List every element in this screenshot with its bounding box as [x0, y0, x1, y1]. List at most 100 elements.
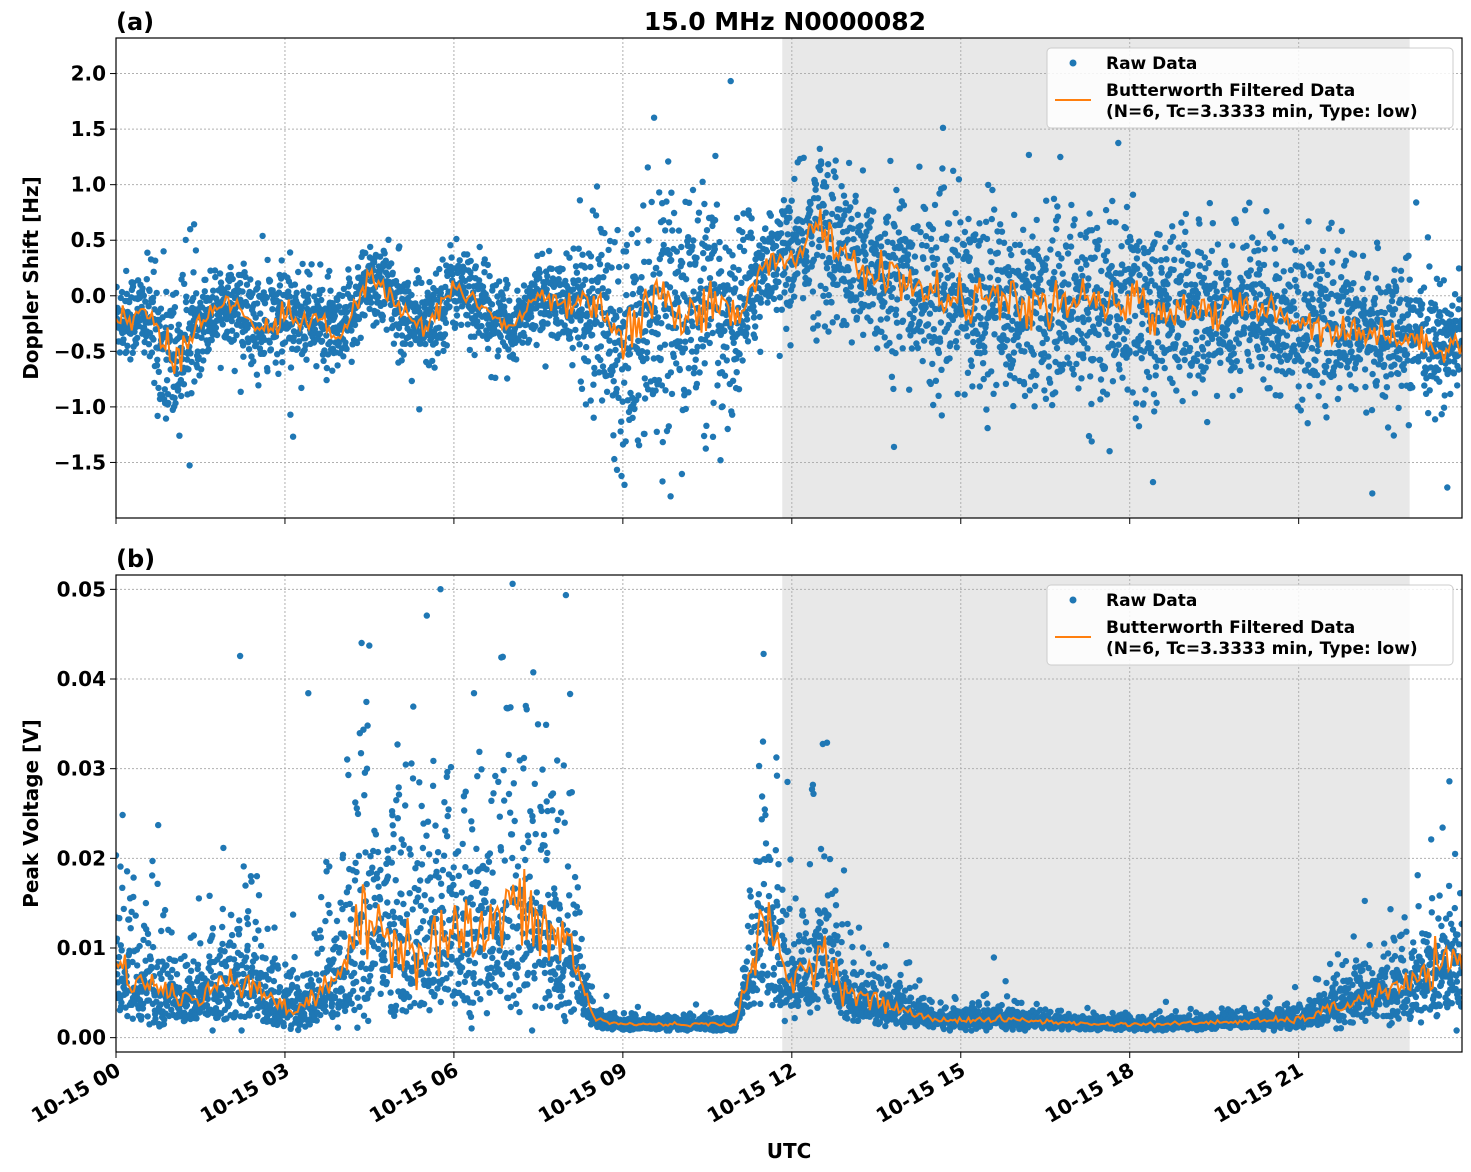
- legend-raw-label: Raw Data: [1106, 54, 1197, 74]
- raw-data-point: [735, 386, 743, 393]
- raw-data-point: [1150, 391, 1158, 398]
- raw-data-point: [850, 307, 858, 315]
- raw-data-point: [167, 323, 175, 331]
- raw-data-point: [155, 368, 162, 375]
- raw-data-point: [505, 346, 512, 353]
- raw-data-point: [699, 178, 706, 185]
- raw-data-point: [1179, 320, 1187, 327]
- raw-data-point: [573, 269, 581, 276]
- raw-data-point: [1088, 438, 1095, 445]
- raw-data-point: [1398, 276, 1405, 283]
- raw-data-point: [645, 258, 653, 265]
- raw-data-point: [853, 296, 860, 303]
- raw-data-point: [1204, 418, 1211, 426]
- raw-data-point: [561, 322, 568, 329]
- raw-data-point: [1163, 256, 1170, 263]
- raw-data-point: [576, 197, 584, 204]
- y-tick-label: −1.0: [54, 395, 106, 419]
- raw-data-point: [1397, 296, 1404, 303]
- raw-data-point: [422, 340, 429, 348]
- raw-data-point: [751, 334, 759, 341]
- raw-data-point: [729, 252, 736, 259]
- raw-data-point: [209, 925, 217, 932]
- raw-data-point: [667, 369, 675, 376]
- raw-data-point: [1395, 370, 1402, 377]
- raw-data-point: [259, 232, 266, 240]
- raw-data-point: [614, 357, 621, 364]
- raw-data-point: [903, 294, 911, 301]
- raw-data-point: [228, 931, 236, 939]
- raw-data-point: [1347, 286, 1355, 293]
- raw-data-point: [1033, 371, 1040, 379]
- raw-data-point: [1071, 216, 1078, 223]
- raw-data-point: [822, 285, 829, 293]
- raw-data-point: [603, 294, 610, 301]
- raw-data-point: [730, 264, 737, 271]
- raw-data-point: [308, 261, 315, 268]
- raw-data-point: [198, 334, 205, 341]
- raw-data-point: [116, 915, 123, 922]
- raw-data-point: [291, 281, 299, 288]
- raw-data-point: [809, 288, 817, 295]
- raw-data-point: [1283, 332, 1291, 339]
- raw-data-point: [1125, 318, 1133, 325]
- raw-data-point: [990, 390, 997, 397]
- raw-data-point: [492, 374, 499, 381]
- raw-data-point: [751, 308, 758, 315]
- raw-data-point: [587, 253, 595, 260]
- raw-data-point: [1425, 409, 1432, 417]
- raw-data-point: [578, 385, 586, 392]
- raw-data-point: [1318, 308, 1326, 315]
- raw-data-point: [1033, 216, 1040, 224]
- raw-data-point: [840, 192, 848, 199]
- raw-data-point: [1364, 270, 1372, 277]
- raw-data-point: [290, 334, 297, 341]
- raw-data-point: [181, 280, 188, 287]
- raw-data-point: [584, 358, 592, 365]
- raw-data-point: [254, 300, 261, 307]
- raw-data-point: [783, 325, 790, 332]
- raw-data-point: [383, 326, 390, 333]
- raw-data-point: [497, 333, 504, 340]
- raw-data-point: [830, 275, 837, 282]
- raw-data-point: [655, 377, 663, 384]
- raw-data-point: [1193, 300, 1200, 307]
- raw-data-point: [1149, 478, 1157, 486]
- raw-data-point: [884, 213, 892, 220]
- raw-data-point: [919, 357, 926, 365]
- raw-data-point: [195, 353, 202, 361]
- raw-data-point: [1157, 257, 1165, 264]
- raw-data-point: [236, 917, 243, 924]
- raw-data-point: [1075, 385, 1082, 392]
- raw-data-point: [622, 438, 629, 445]
- raw-data-point: [1132, 415, 1139, 422]
- data-layer: [116, 77, 1462, 500]
- raw-data-point: [631, 405, 638, 413]
- raw-data-point: [135, 322, 143, 330]
- raw-data-point: [286, 249, 294, 256]
- raw-data-point: [1113, 347, 1120, 354]
- raw-data-point: [1424, 315, 1431, 323]
- raw-data-point: [690, 288, 697, 295]
- raw-data-point: [149, 943, 157, 951]
- raw-data-point: [486, 272, 493, 280]
- raw-data-point: [1106, 448, 1113, 455]
- raw-data-point: [298, 303, 305, 310]
- raw-data-point: [334, 296, 341, 304]
- raw-data-point: [854, 211, 861, 218]
- raw-data-point: [1174, 356, 1182, 364]
- raw-data-point: [1083, 261, 1090, 268]
- raw-data-point: [145, 341, 153, 348]
- raw-data-point: [838, 183, 845, 190]
- raw-data-point: [1096, 356, 1104, 363]
- raw-data-point: [393, 332, 400, 339]
- raw-data-point: [1051, 268, 1058, 276]
- raw-data-point: [733, 369, 740, 376]
- raw-data-point: [740, 210, 747, 217]
- raw-data-point: [654, 331, 661, 338]
- raw-data-point: [233, 332, 240, 339]
- raw-data-point: [118, 288, 126, 296]
- raw-data-point: [640, 202, 647, 209]
- raw-data-point: [130, 279, 137, 286]
- raw-data-point: [976, 383, 983, 390]
